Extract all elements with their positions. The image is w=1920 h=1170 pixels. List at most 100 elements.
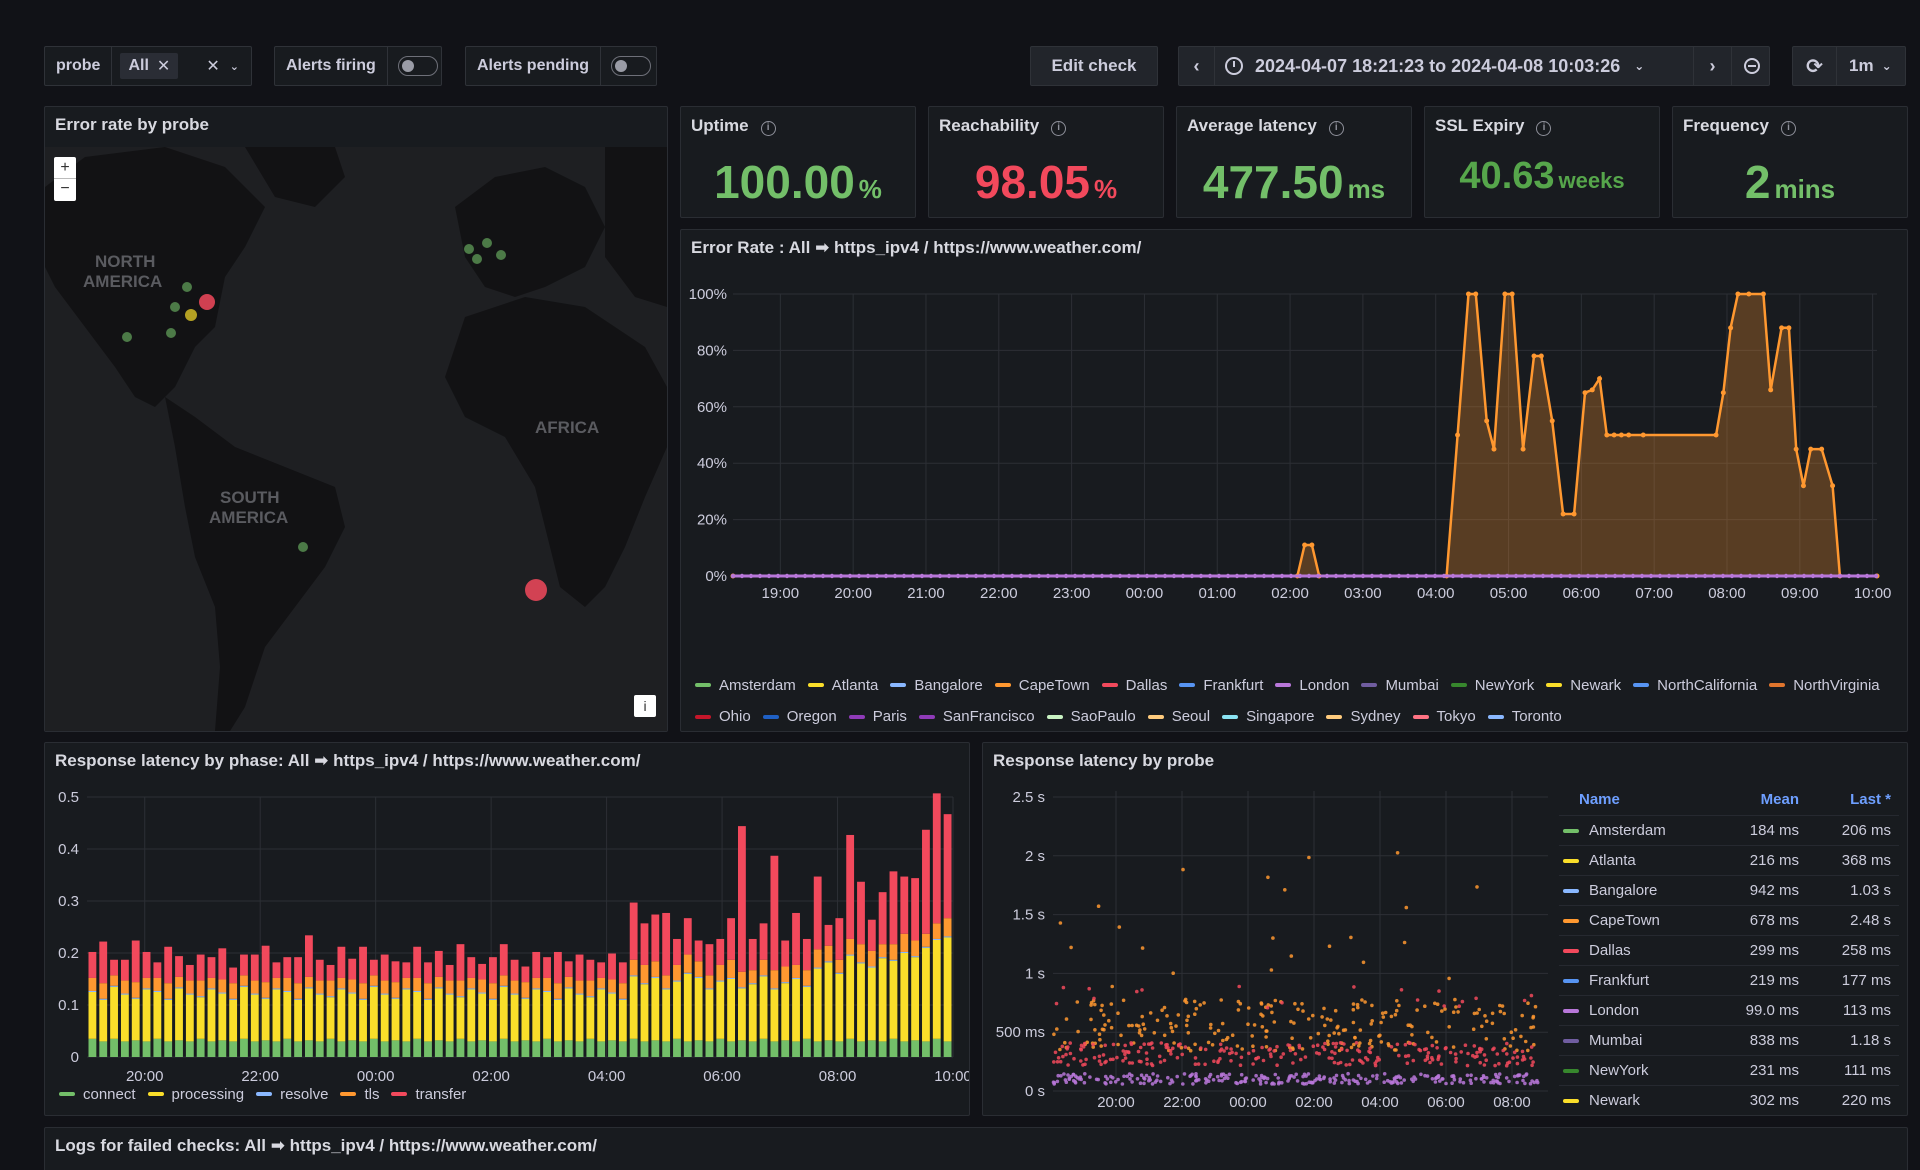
table-row[interactable]: Newark 302 ms 220 ms [1559, 1085, 1899, 1113]
refresh-picker[interactable]: ⟳ 1m ⌄ [1792, 46, 1906, 86]
legend-item-mumbai[interactable]: Mumbai [1361, 671, 1439, 700]
probe-chip[interactable]: All ✕ [120, 53, 179, 79]
scatter-point-capetown [1360, 998, 1364, 1002]
probe-marker[interactable] [472, 254, 482, 264]
probe-marker[interactable] [185, 309, 197, 321]
probe-marker[interactable] [464, 244, 474, 254]
alerts-pending-toggle[interactable] [611, 56, 652, 76]
alerts-pending-switch[interactable]: Alerts pending [465, 46, 657, 86]
bar-segment-tls [846, 938, 855, 955]
legend-item-paris[interactable]: Paris [848, 702, 907, 731]
legend-item-saopaulo[interactable]: SaoPaulo [1046, 702, 1136, 731]
table-row[interactable]: Frankfurt 219 ms 177 ms [1559, 965, 1899, 995]
legend-label: Dallas [1125, 676, 1168, 694]
legend-item-northvirginia[interactable]: NorthVirginia [1769, 671, 1880, 700]
info-icon[interactable]: i [1780, 121, 1796, 136]
scatter-point-dallas [1453, 1052, 1458, 1056]
legend-label: NorthCalifornia [1657, 676, 1758, 694]
table-row[interactable]: Mumbai 838 ms 1.18 s [1559, 1025, 1899, 1055]
chevron-down-icon[interactable]: ⌄ [229, 60, 239, 73]
col-header-name[interactable]: Name [1579, 791, 1620, 808]
legend-item-bangalore[interactable]: Bangalore [890, 671, 983, 700]
data-point [1054, 573, 1060, 579]
alerts-firing-toggle[interactable] [397, 56, 438, 76]
remove-chip-icon[interactable]: ✕ [156, 58, 171, 75]
edit-check-button[interactable]: Edit check [1030, 46, 1158, 86]
legend-item-seoul[interactable]: Seoul [1147, 702, 1210, 731]
error-rate-chart[interactable]: 0% 20% 40% 60% 80% 100% 19:00 20:00 21:00 22:00 23… [681, 270, 1907, 680]
legend-item-connect[interactable]: connect [59, 1086, 136, 1103]
info-icon[interactable]: i [760, 121, 776, 136]
zoom-in-button[interactable]: + [54, 157, 76, 179]
zoom-out-map-button[interactable]: − [60, 180, 70, 197]
table-row[interactable]: NewYork 231 ms 111 ms [1559, 1055, 1899, 1085]
legend-item-tokyo[interactable]: Tokyo [1412, 702, 1476, 731]
legend-item-singapore[interactable]: Singapore [1222, 702, 1314, 731]
legend-item-sydney[interactable]: Sydney [1326, 702, 1401, 731]
table-row[interactable]: Amsterdam 184 ms 206 ms [1559, 815, 1899, 845]
refresh-icon[interactable]: ⟳ [1793, 47, 1837, 85]
legend-item-frankfurt[interactable]: Frankfurt [1179, 671, 1263, 700]
legend-item-capetown[interactable]: CapeTown [994, 671, 1090, 700]
legend-item-toronto[interactable]: Toronto [1487, 702, 1562, 731]
info-icon[interactable]: i [1051, 121, 1067, 136]
time-picker[interactable]: ‹ 2024-04-07 18:21:23 to 2024-04-08 10:0… [1178, 46, 1770, 86]
table-row[interactable]: CapeTown 678 ms 2.48 s [1559, 905, 1899, 935]
probe-variable[interactable]: probe All ✕ ✕ ⌄ [44, 46, 252, 86]
scatter-point-capetown [1386, 1042, 1391, 1046]
info-icon[interactable]: i [1536, 121, 1552, 136]
bar-segment-transfer [543, 957, 551, 978]
probe-marker[interactable] [166, 328, 176, 338]
legend-item-processing[interactable]: processing [147, 1086, 244, 1103]
legend-item-amsterdam[interactable]: Amsterdam [695, 671, 796, 700]
scatter-point-london [1411, 1079, 1415, 1084]
legend-item-london[interactable]: London [1275, 671, 1349, 700]
clear-selection-icon[interactable]: ✕ [206, 58, 220, 75]
time-forward-button[interactable]: › [1693, 47, 1731, 85]
legend-item-transfer[interactable]: transfer [391, 1086, 466, 1103]
probe-marker[interactable] [496, 250, 506, 260]
legend-item-tls[interactable]: tls [340, 1086, 379, 1103]
legend-item-atlanta[interactable]: Atlanta [807, 671, 878, 700]
zoom-out-button[interactable] [1731, 47, 1771, 85]
scatter-point-capetown [1251, 1044, 1255, 1048]
time-back-button[interactable]: ‹ [1179, 47, 1215, 85]
latency-phase-chart[interactable]: 0 0.1 0.2 0.3 0.4 0.5 20:00 22:00 00:00 02:00 04:0… [45, 783, 969, 1083]
probe-marker[interactable] [182, 282, 192, 292]
bar-segment-processing [564, 988, 573, 1041]
world-map[interactable]: NORTH AMERICA SOUTH AMERICA AFRICA + − i [45, 147, 667, 731]
col-header-mean[interactable]: Mean [1760, 791, 1799, 808]
legend-item-dallas[interactable]: Dallas [1101, 671, 1168, 700]
table-row[interactable]: Atlanta 216 ms 368 ms [1559, 845, 1899, 875]
scatter-point-capetown [1454, 1005, 1458, 1009]
legend-item-newyork[interactable]: NewYork [1450, 671, 1534, 700]
scatter-point-dallas [1212, 1059, 1216, 1063]
legend-item-ohio[interactable]: Ohio [695, 702, 751, 731]
scatter-point-london [1396, 1081, 1400, 1086]
alerts-firing-switch[interactable]: Alerts firing [274, 46, 442, 86]
probe-marker[interactable] [298, 542, 308, 552]
legend-item-northcalifornia[interactable]: NorthCalifornia [1633, 671, 1757, 700]
table-row[interactable]: Dallas 299 ms 258 ms [1559, 935, 1899, 965]
probe-marker[interactable] [170, 302, 180, 312]
legend-item-sanfrancisco[interactable]: SanFrancisco [918, 702, 1035, 731]
legend-item-resolve[interactable]: resolve [256, 1086, 328, 1103]
scatter-point-dallas [1291, 1061, 1295, 1065]
probe-marker[interactable] [525, 579, 547, 601]
table-row[interactable]: London 99.0 ms 113 ms [1559, 995, 1899, 1025]
scatter-point-capetown [1139, 1033, 1144, 1038]
legend-item-newark[interactable]: Newark [1546, 671, 1621, 700]
info-icon[interactable]: i [1328, 121, 1344, 136]
probe-marker[interactable] [199, 294, 215, 310]
bar-segment-resolve [618, 998, 627, 1000]
legend-item-oregon[interactable]: Oregon [762, 702, 837, 731]
table-row[interactable]: Bangalore 942 ms 1.03 s [1559, 875, 1899, 905]
latency-probe-chart[interactable]: 0 s 500 ms 1 s 1.5 s 2 s 2.5 s 20:00 22:00 00:00… [983, 779, 1555, 1115]
col-header-last[interactable]: Last * [1850, 791, 1891, 808]
logs-panel-title: Logs for failed checks: All ➡ https_ipv4… [55, 1136, 597, 1155]
probe-marker[interactable] [482, 238, 492, 248]
scatter-point-dallas [1053, 1050, 1058, 1055]
probe-marker[interactable] [122, 332, 132, 342]
map-attribution-button[interactable]: i [634, 695, 656, 717]
scatter-point-capetown [1333, 1008, 1338, 1013]
